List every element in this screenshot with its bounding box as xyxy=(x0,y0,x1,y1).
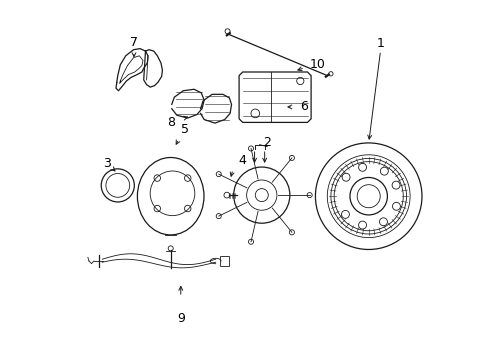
Text: 5: 5 xyxy=(181,123,189,136)
Text: 4: 4 xyxy=(238,154,246,167)
Text: 7: 7 xyxy=(130,36,138,49)
Bar xyxy=(220,256,228,266)
Text: 3: 3 xyxy=(103,157,111,170)
Text: 2: 2 xyxy=(263,136,270,149)
Text: 10: 10 xyxy=(309,58,325,71)
Text: 1: 1 xyxy=(376,37,384,50)
Text: 6: 6 xyxy=(299,100,307,113)
Text: 8: 8 xyxy=(166,116,174,129)
Text: 9: 9 xyxy=(177,312,184,325)
